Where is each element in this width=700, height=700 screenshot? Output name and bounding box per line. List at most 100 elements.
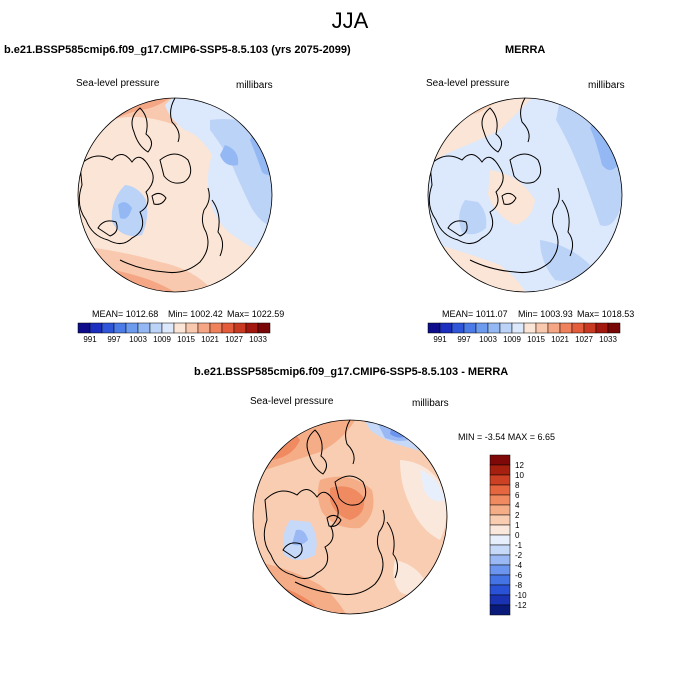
colorbar-diff-swatch bbox=[489, 574, 511, 586]
colorbar-model-swatch bbox=[257, 322, 271, 334]
panel-obs-title: MERRA bbox=[505, 44, 546, 56]
colorbar-obs-tick-label: 1009 bbox=[503, 335, 521, 344]
colorbar-diff-swatch bbox=[489, 504, 511, 516]
colorbar-obs-tick-label: 1027 bbox=[575, 335, 593, 344]
panel-model-max: Max= 1022.59 bbox=[227, 309, 285, 319]
colorbar-model-swatch bbox=[137, 322, 151, 334]
panel-model-mean: MEAN= 1012.68 bbox=[92, 309, 159, 319]
colorbar-obs-swatch bbox=[475, 322, 489, 334]
panel-diff-title: b.e21.BSSP585cmip6.f09_g17.CMIP6-SSP5-8.… bbox=[194, 366, 509, 378]
colorbar-diff-tick-label: -6 bbox=[515, 571, 523, 580]
panel-obs-max: Max= 1018.53 bbox=[577, 309, 635, 319]
colorbar-model-tick-label: 1003 bbox=[129, 335, 147, 344]
colorbar-diff-swatch bbox=[489, 544, 511, 556]
colorbar-diff-tick-label: -10 bbox=[515, 591, 527, 600]
colorbar-model-tick-label: 991 bbox=[83, 335, 97, 344]
panel-obs-units: millibars bbox=[588, 80, 625, 91]
panel-model-min: Min= 1002.42 bbox=[168, 309, 223, 319]
colorbar-obs-tick-label: 1033 bbox=[599, 335, 617, 344]
map-model-border bbox=[77, 97, 273, 293]
colorbar-model-swatch bbox=[173, 322, 187, 334]
colorbar-model-tick-label: 1015 bbox=[177, 335, 195, 344]
colorbar-model-swatch bbox=[209, 322, 223, 334]
colorbar-diff-tick-label: 0 bbox=[515, 531, 520, 540]
colorbar-diff-tick-label: -2 bbox=[515, 551, 523, 560]
colorbar-obs-swatch bbox=[583, 322, 597, 334]
colorbar-model: 991 997 1003 1009 1015 1021 1027 1033 bbox=[77, 322, 271, 344]
map-diff-border bbox=[252, 419, 448, 615]
colorbar-model-swatch bbox=[197, 322, 211, 334]
colorbar-diff-swatch bbox=[489, 514, 511, 526]
colorbar-diff-swatch bbox=[489, 524, 511, 536]
colorbar-diff-tick-label: -4 bbox=[515, 561, 523, 570]
panel-model-units: millibars bbox=[236, 80, 273, 91]
colorbar-model-tick-label: 1021 bbox=[201, 335, 219, 344]
colorbar-model-swatch bbox=[89, 322, 103, 334]
colorbar-obs-swatch bbox=[523, 322, 537, 334]
colorbar-obs-swatch bbox=[535, 322, 549, 334]
colorbar-obs-swatch bbox=[439, 322, 453, 334]
colorbar-diff-tick-label: -1 bbox=[515, 541, 523, 550]
colorbar-obs-swatch bbox=[595, 322, 609, 334]
colorbar-model-swatch bbox=[161, 322, 175, 334]
colorbar-model-swatch bbox=[101, 322, 115, 334]
colorbar-diff-swatch bbox=[489, 464, 511, 476]
panel-diff-variable: Sea-level pressure bbox=[250, 396, 334, 407]
panel-obs-mean: MEAN= 1011.07 bbox=[442, 309, 508, 319]
colorbar-obs-swatch bbox=[607, 322, 621, 334]
colorbar-diff-tick-label: -8 bbox=[515, 581, 523, 590]
map-obs bbox=[428, 98, 622, 292]
colorbar-obs-swatch bbox=[499, 322, 513, 334]
colorbar-obs-tick-label: 1015 bbox=[527, 335, 545, 344]
colorbar-model-swatch bbox=[233, 322, 247, 334]
colorbar-obs-swatch bbox=[463, 322, 477, 334]
colorbar-obs: 991 997 1003 1009 1015 1021 1027 1033 bbox=[427, 322, 621, 344]
map-diff-coastlines bbox=[263, 420, 399, 595]
colorbar-diff-swatch bbox=[489, 564, 511, 576]
panel-diff-units: millibars bbox=[412, 398, 449, 409]
map-model bbox=[78, 98, 272, 292]
colorbar-obs-swatch bbox=[559, 322, 573, 334]
map-model-coastlines bbox=[78, 98, 224, 273]
colorbar-obs-tick-label: 1003 bbox=[479, 335, 497, 344]
colorbar-obs-tick-label: 997 bbox=[457, 335, 471, 344]
colorbar-diff-tick-label: 1 bbox=[515, 521, 520, 530]
colorbar-model-tick-label: 1033 bbox=[249, 335, 267, 344]
colorbar-diff-tick-label: 4 bbox=[515, 501, 520, 510]
colorbar-obs-swatch bbox=[451, 322, 465, 334]
colorbar-model-swatch bbox=[185, 322, 199, 334]
colorbar-model-swatch bbox=[77, 322, 91, 334]
colorbar-model-swatch bbox=[113, 322, 127, 334]
figure-title: JJA bbox=[331, 8, 369, 33]
colorbar-obs-swatch bbox=[571, 322, 585, 334]
colorbar-obs-swatch bbox=[427, 322, 441, 334]
map-obs-border bbox=[427, 97, 623, 293]
colorbar-diff-tick-label: 10 bbox=[515, 471, 524, 480]
colorbar-model-swatch bbox=[125, 322, 139, 334]
colorbar-obs-tick-label: 1021 bbox=[551, 335, 569, 344]
panel-obs-min: Min= 1003.93 bbox=[518, 309, 573, 319]
panel-model-title: b.e21.BSSP585cmip6.f09_g17.CMIP6-SSP5-8.… bbox=[4, 44, 351, 56]
colorbar-diff-swatch bbox=[489, 594, 511, 606]
colorbar-model-tick-label: 1009 bbox=[153, 335, 171, 344]
colorbar-model-tick-label: 1027 bbox=[225, 335, 243, 344]
colorbar-diff-swatch bbox=[489, 454, 511, 466]
panel-diff-minmax: MIN = -3.54 MAX = 6.65 bbox=[458, 432, 556, 442]
colorbar-diff-swatch bbox=[489, 534, 511, 546]
colorbar-model-swatch bbox=[149, 322, 163, 334]
colorbar-diff-swatch bbox=[489, 494, 511, 506]
colorbar-obs-swatch bbox=[511, 322, 525, 334]
colorbar-diff-swatch bbox=[489, 484, 511, 496]
colorbar-model-tick-label: 997 bbox=[107, 335, 121, 344]
colorbar-diff-tick-label: -12 bbox=[515, 601, 527, 610]
map-obs-coastlines bbox=[428, 98, 574, 273]
colorbar-diff-tick-label: 8 bbox=[515, 481, 520, 490]
panel-obs-variable: Sea-level pressure bbox=[426, 78, 510, 89]
colorbar-diff-swatch bbox=[489, 604, 511, 616]
map-diff bbox=[253, 420, 447, 614]
panel-model-variable: Sea-level pressure bbox=[76, 78, 160, 89]
colorbar-model-swatch bbox=[221, 322, 235, 334]
colorbar-diff-tick-label: 12 bbox=[515, 461, 524, 470]
